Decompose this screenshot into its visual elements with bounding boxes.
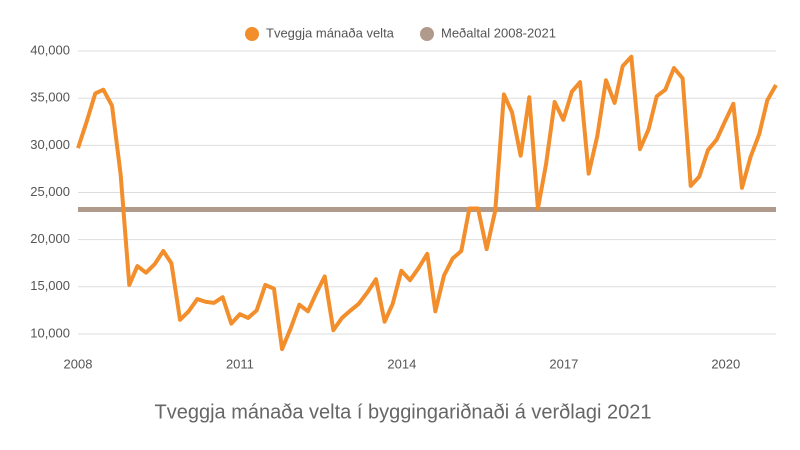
y-tick-label: 30,000 [30,137,70,152]
y-tick-label: 40,000 [30,42,70,57]
legend-marker [420,27,434,41]
legend-label: Tveggja mánaða velta [266,25,395,40]
y-tick-label: 25,000 [30,184,70,199]
x-tick-label: 2008 [64,356,93,371]
y-tick-label: 15,000 [30,278,70,293]
x-tick-label: 2014 [387,356,416,371]
x-tick-label: 2011 [226,356,254,371]
y-tick-label: 20,000 [30,231,70,246]
x-tick-label: 2020 [711,356,740,371]
chart-title: Tveggja mánaða velta í byggingariðnaði á… [154,401,651,423]
legend-marker [245,27,259,41]
y-tick-label: 35,000 [30,90,70,105]
y-tick-label: 10,000 [30,325,70,340]
legend-label: Meðaltal 2008-2021 [441,25,556,40]
x-tick-label: 2017 [549,356,578,371]
series-line [76,54,778,352]
